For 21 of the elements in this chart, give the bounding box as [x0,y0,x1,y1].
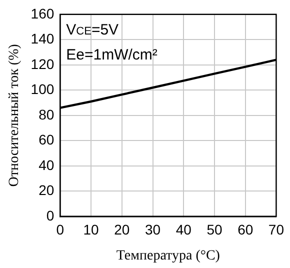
x-tick-label: 10 [83,222,100,238]
y-tick-label: 140 [30,30,54,47]
x-tick-label: 70 [268,222,284,238]
y-tick-label: 40 [38,156,54,173]
y-tick-label: 60 [38,132,54,148]
x-tick-label: 20 [114,222,130,238]
y-tick-label: 20 [38,182,54,198]
y-tick-label: 160 [30,5,54,22]
x-tick-label: 60 [238,222,254,238]
y-tick-label: 0 [46,207,54,224]
x-tick-label: 30 [144,222,161,238]
y-tick-label: 100 [30,81,54,98]
x-tick-label: 40 [176,222,192,238]
x-tick-label: 50 [206,222,222,238]
y-tick-label: 80 [38,106,54,122]
y-tick-label: 120 [30,56,54,72]
annotation: VCE=5V [66,21,119,38]
x-tick-label: 0 [56,222,64,238]
x-axis-title: Температура (°C) [116,248,220,264]
y-axis-title: Относительный ток (%) [7,44,22,187]
annotation: Ee=1mW/cm² [66,46,158,64]
